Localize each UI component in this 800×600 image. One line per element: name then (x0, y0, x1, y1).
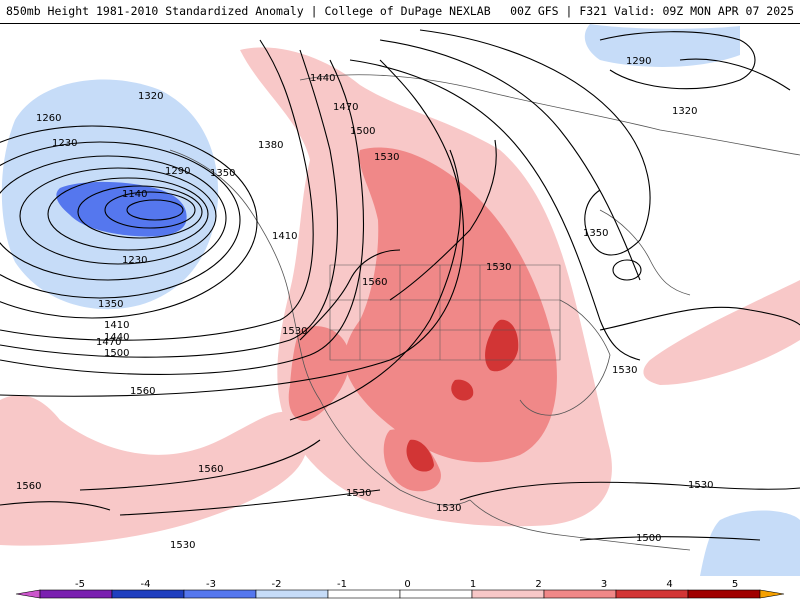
anomaly-colorbar: -5 -4 -3 -2 -1 0 1 2 3 4 5 (0, 576, 800, 600)
colorbar-tick-label: -3 (206, 579, 216, 590)
contour-label: 1530 (346, 488, 371, 499)
anomaly-map: 1260 1230 1320 1290 1350 1140 1230 1350 … (0, 24, 800, 576)
contour-label: 1230 (52, 138, 77, 149)
contour-label: 1530 (282, 326, 307, 337)
contour-label: 1500 (350, 126, 375, 137)
colorbar-swatch (111, 589, 185, 599)
contour-label: 1290 (165, 166, 190, 177)
colorbar-ticks: -5 -4 -3 -2 -1 0 1 2 3 4 5 (75, 579, 738, 590)
colorbar-swatch (687, 589, 761, 599)
geographic-boundaries (169, 74, 800, 551)
map-title: 850mb Height 1981-2010 Standardized Anom… (6, 4, 491, 18)
contour-label: 1530 (486, 262, 511, 273)
negative-anomaly-shading (1, 24, 800, 576)
contour-label: 1350 (98, 299, 123, 310)
contour-label: 1530 (374, 152, 399, 163)
contour-label: 1350 (583, 228, 608, 239)
contour-label: 1530 (612, 365, 637, 376)
colorbar-tick-label: -4 (141, 579, 151, 590)
colorbar-tick-label: 4 (666, 579, 672, 590)
contour-label: 1140 (122, 189, 147, 200)
contour-label: 1560 (130, 386, 155, 397)
contour-label: 1440 (310, 73, 335, 84)
contour-label: 1530 (436, 503, 461, 514)
contour-label: 1350 (210, 168, 235, 179)
colorbar-swatch (183, 589, 257, 599)
colorbar-tick-label: 5 (732, 579, 738, 590)
contour-label: 1560 (16, 481, 41, 492)
contour-label: 1560 (362, 277, 387, 288)
contour-label: 1230 (122, 255, 147, 266)
contour-label: 1410 (272, 231, 297, 242)
colorbar-swatch (39, 589, 113, 599)
colorbar-swatch (615, 589, 689, 599)
colorbar-swatch (399, 589, 473, 599)
contour-label: 1440 (104, 332, 129, 343)
colorbar-tick-label: -5 (75, 579, 85, 590)
colorbar-tick-label: 1 (470, 579, 476, 590)
colorbar-tick-label: -1 (337, 579, 347, 590)
colorbar-tick-label: 0 (404, 579, 410, 590)
contour-label: 1470 (96, 337, 121, 348)
colorbar-tick-label: 3 (601, 579, 607, 590)
contour-labels: 1260 1230 1320 1290 1350 1140 1230 1350 … (16, 56, 713, 551)
contour-label: 1320 (672, 106, 697, 117)
contour-label: 1320 (138, 91, 163, 102)
contour-label: 1260 (36, 113, 61, 124)
colorbar-swatch (471, 589, 545, 599)
colorbar-tick-label: -2 (272, 579, 282, 590)
contour-label: 1530 (170, 540, 195, 551)
contour-label: 1410 (104, 320, 129, 331)
contour-label: 1530 (688, 480, 713, 491)
colorbar-swatch (543, 589, 617, 599)
contour-label: 1290 (626, 56, 651, 67)
colorbar-swatches (15, 589, 785, 599)
colorbar-swatch (327, 589, 401, 599)
colorbar-tick-label: 2 (535, 579, 541, 590)
contour-label: 1560 (198, 464, 223, 475)
contour-label: 1500 (636, 533, 661, 544)
contour-label: 1500 (104, 348, 129, 359)
colorbar-swatch (255, 589, 329, 599)
contour-label: 1380 (258, 140, 283, 151)
valid-time-label: 00Z GFS | F321 Valid: 09Z MON APR 07 202… (510, 4, 794, 18)
title-bar: 850mb Height 1981-2010 Standardized Anom… (0, 0, 800, 24)
height-contours (0, 29, 800, 541)
contour-label: 1470 (333, 102, 358, 113)
colorbar-max-arrow (759, 589, 785, 599)
